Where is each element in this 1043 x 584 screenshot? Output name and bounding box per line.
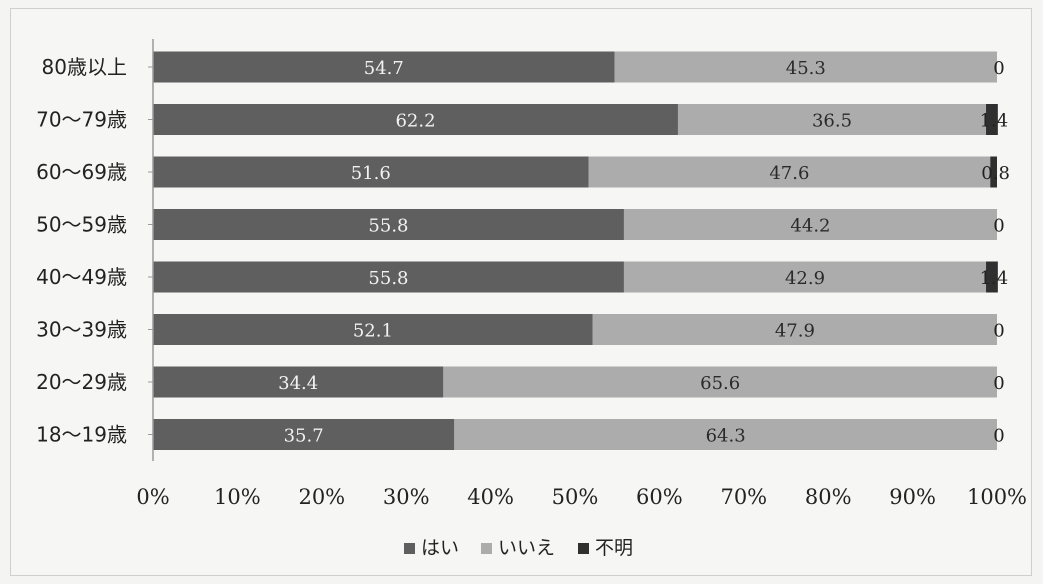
data-label: 0 <box>993 426 1004 447</box>
axis-layer <box>148 39 154 461</box>
x-tick-label: 100% <box>967 485 1027 509</box>
x-tick-label: 40% <box>467 485 514 509</box>
bars-layer <box>153 51 998 450</box>
bar-segment-yes <box>153 156 589 188</box>
data-label: 35.7 <box>284 426 324 447</box>
x-tick-label: 50% <box>552 485 599 509</box>
data-label: 55.8 <box>368 216 408 237</box>
bar-segment-no <box>623 209 997 240</box>
category-label: 40～49歳 <box>36 265 127 289</box>
data-label: 0 <box>993 58 1004 79</box>
legend: はい いいえ 不明 <box>404 537 633 559</box>
bar-segment-unknown <box>990 156 997 188</box>
stacked-bar-chart: 80歳以上 54.7 45.3 0 70～79歳 62.2 36.5 1.4 60～69歳 51.… <box>36 39 1027 559</box>
category-label: 60～69歳 <box>36 160 127 184</box>
bar-segment-yes <box>153 209 624 240</box>
data-label: 54.7 <box>364 58 404 79</box>
bar-segment-yes <box>153 51 615 83</box>
bar-segment-no <box>454 419 998 450</box>
data-label: 0 <box>993 216 1004 237</box>
x-tick-label: 60% <box>636 485 683 509</box>
data-label: 0 <box>993 373 1004 394</box>
x-tick-label: 10% <box>214 485 261 509</box>
data-label: 64.3 <box>706 426 746 447</box>
x-tick-label: 30% <box>383 485 430 509</box>
bar-segment-unknown <box>986 261 998 293</box>
bar-segment-no <box>614 51 997 83</box>
bar-segment-no <box>623 261 987 293</box>
data-label: 52.1 <box>353 321 393 342</box>
bar-segment-no <box>592 314 997 345</box>
data-label: 36.5 <box>812 111 852 132</box>
bar-segment-no <box>588 156 991 188</box>
bar-segment-yes <box>153 104 678 135</box>
data-label: 34.4 <box>278 373 318 394</box>
x-tick-label: 20% <box>298 485 345 509</box>
x-tick-label: 80% <box>805 485 852 509</box>
bar-segment-yes <box>153 366 444 398</box>
category-label: 18～19歳 <box>36 423 127 447</box>
category-label: 80歳以上 <box>42 55 127 79</box>
data-label: 1.4 <box>980 111 1009 132</box>
x-tick-label: 90% <box>889 485 936 509</box>
legend-swatch <box>481 543 492 554</box>
data-label: 0 <box>993 321 1004 342</box>
legend-label: 不明 <box>595 537 633 559</box>
labels-layer: 80歳以上 54.7 45.3 0 70～79歳 62.2 36.5 1.4 60～69歳 51.… <box>36 55 1027 509</box>
category-label: 50～59歳 <box>36 213 127 237</box>
bar-segment-no <box>677 104 987 135</box>
legend-swatch <box>578 543 589 554</box>
data-label: 55.8 <box>368 268 408 289</box>
bar-segment-no <box>443 366 997 398</box>
data-label: 65.6 <box>700 373 740 394</box>
data-label: 45.3 <box>786 58 826 79</box>
data-label: 0.8 <box>981 163 1010 184</box>
chart-frame: 80歳以上 54.7 45.3 0 70～79歳 62.2 36.5 1.4 60～69歳 51.… <box>10 8 1032 576</box>
data-label: 42.9 <box>785 268 825 289</box>
category-label: 30～39歳 <box>36 318 127 342</box>
bar-segment-yes <box>153 314 593 345</box>
data-label: 62.2 <box>395 111 435 132</box>
data-label: 1.4 <box>980 268 1009 289</box>
bar-segment-yes <box>153 419 455 450</box>
category-label: 70～79歳 <box>36 108 127 132</box>
legend-label: いいえ <box>498 537 555 559</box>
category-label: 20～29歳 <box>36 370 127 394</box>
legend-swatch <box>404 543 415 554</box>
bar-segment-unknown <box>986 104 998 135</box>
data-label: 47.6 <box>769 163 809 184</box>
x-tick-label: 0% <box>136 485 169 509</box>
data-label: 47.9 <box>775 321 815 342</box>
data-label: 51.6 <box>351 163 391 184</box>
data-label: 44.2 <box>790 216 830 237</box>
bar-segment-yes <box>153 261 624 293</box>
legend-label: はい <box>421 537 459 559</box>
x-tick-label: 70% <box>720 485 767 509</box>
